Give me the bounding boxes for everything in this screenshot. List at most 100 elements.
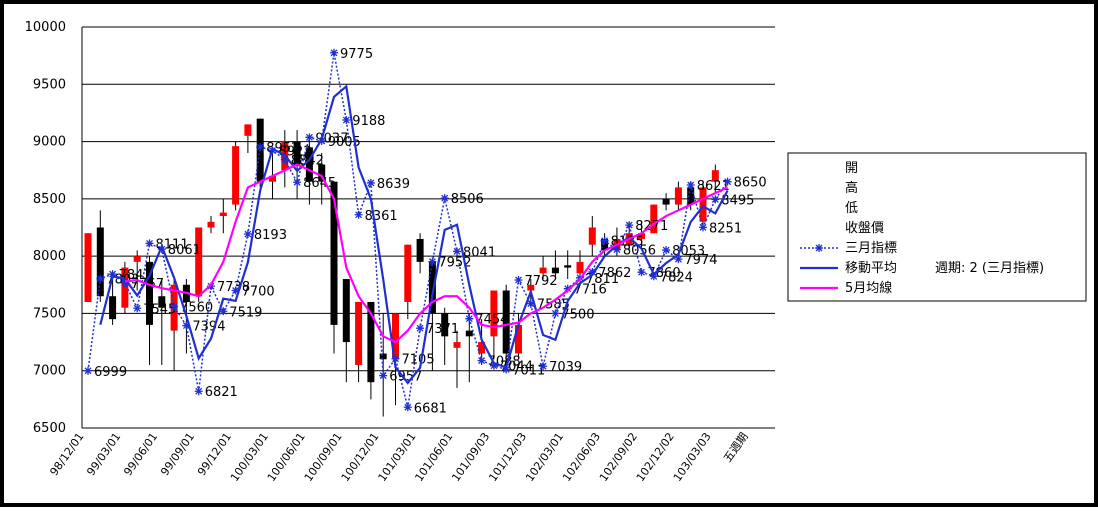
line-marker <box>625 221 634 230</box>
legend-label: 低 <box>845 201 858 216</box>
line-marker <box>379 371 388 380</box>
line-marker <box>723 177 732 186</box>
line-marker <box>662 246 671 255</box>
line-marker <box>231 286 240 295</box>
line-marker <box>403 403 412 412</box>
y-tick-label: 10000 <box>25 20 66 35</box>
line-marker <box>243 230 252 239</box>
candle-body <box>158 296 166 308</box>
value-label: 7394 <box>192 320 225 335</box>
line-marker <box>453 247 461 256</box>
line-marker <box>170 302 179 311</box>
line-marker <box>342 116 351 125</box>
candle-body <box>305 147 313 182</box>
value-label: 7545 <box>143 302 176 317</box>
candle-body <box>453 342 461 348</box>
value-label: 7011 <box>512 363 545 378</box>
legend-label: 移動平均 <box>845 261 897 276</box>
candle-body <box>662 198 670 205</box>
value-label: 7500 <box>561 307 594 322</box>
value-label: 8193 <box>254 228 287 243</box>
line-marker <box>637 268 646 277</box>
line-marker <box>133 304 142 313</box>
value-label: 7371 <box>426 322 459 337</box>
candle-body <box>711 170 719 182</box>
value-label: 8061 <box>168 243 201 258</box>
legend-label: 高 <box>845 180 858 196</box>
candle-body <box>318 164 326 182</box>
legend-box <box>787 152 1087 302</box>
line-marker <box>612 245 621 254</box>
candle-body <box>244 124 252 136</box>
value-label: 8645 <box>303 176 336 191</box>
value-label: 7862 <box>598 266 631 281</box>
candle-body <box>502 290 510 354</box>
candle-body <box>539 267 547 274</box>
line-marker <box>563 284 572 293</box>
y-tick-label: 7500 <box>33 306 66 321</box>
legend-marker <box>815 244 823 252</box>
line-marker <box>219 307 228 316</box>
line-marker <box>514 275 523 284</box>
value-label: 8650 <box>734 176 767 191</box>
line-marker <box>84 366 92 375</box>
candle-body <box>355 301 363 365</box>
value-label: 8251 <box>709 221 742 236</box>
value-label: 8639 <box>377 177 410 192</box>
candle-body <box>84 233 92 302</box>
candle-body <box>576 261 584 274</box>
value-label: 9188 <box>352 114 385 129</box>
candle-body <box>465 330 473 337</box>
value-label: 7974 <box>684 253 717 268</box>
candle-body <box>416 238 424 262</box>
line-marker <box>477 356 486 365</box>
candle-body <box>441 313 449 337</box>
candle-body <box>207 221 215 228</box>
candle-body <box>478 342 486 354</box>
y-tick-label: 8500 <box>33 192 66 207</box>
legend-label: 開 <box>845 161 858 176</box>
legend-label: 5月均線 <box>845 280 892 296</box>
value-label: 7519 <box>229 305 262 320</box>
line-marker <box>686 180 695 189</box>
line-marker <box>649 272 658 281</box>
value-label: 7700 <box>242 285 275 300</box>
line-marker <box>145 239 154 248</box>
candle-body <box>232 146 240 205</box>
y-tick-label: 9000 <box>33 135 66 150</box>
line-marker <box>526 299 535 308</box>
value-label: 7716 <box>574 283 607 298</box>
value-label: 6821 <box>205 385 238 400</box>
candle-body <box>674 187 682 205</box>
candle-body <box>490 290 498 337</box>
candle-body <box>219 212 227 217</box>
line-marker <box>465 314 474 323</box>
line-marker <box>502 365 511 374</box>
line-marker <box>96 274 105 283</box>
value-label: 7585 <box>537 298 570 313</box>
y-tick-label: 9500 <box>33 77 66 92</box>
candle-body <box>650 204 658 234</box>
candle-body <box>515 324 522 354</box>
candle-body <box>564 265 572 268</box>
value-label: 8056 <box>623 244 656 259</box>
candle-body <box>588 227 596 245</box>
line-marker <box>120 278 129 287</box>
value-label: 7811 <box>586 272 619 287</box>
line-marker <box>489 361 498 370</box>
y-tick-label: 8000 <box>33 249 66 264</box>
candle-body <box>293 141 301 165</box>
candle-body <box>121 267 129 308</box>
line-marker <box>711 195 720 204</box>
value-label: 9005 <box>328 135 361 150</box>
candle-body <box>551 267 559 274</box>
candle-body <box>404 244 412 302</box>
line-marker <box>588 267 597 276</box>
legend-label: 收盤價 <box>845 221 884 236</box>
value-label: 6999 <box>94 365 127 380</box>
value-label: 7824 <box>660 270 693 285</box>
y-tick-label: 7000 <box>33 364 66 379</box>
value-label: 7105 <box>402 353 435 368</box>
line-marker <box>539 362 548 371</box>
line-marker <box>182 321 191 330</box>
